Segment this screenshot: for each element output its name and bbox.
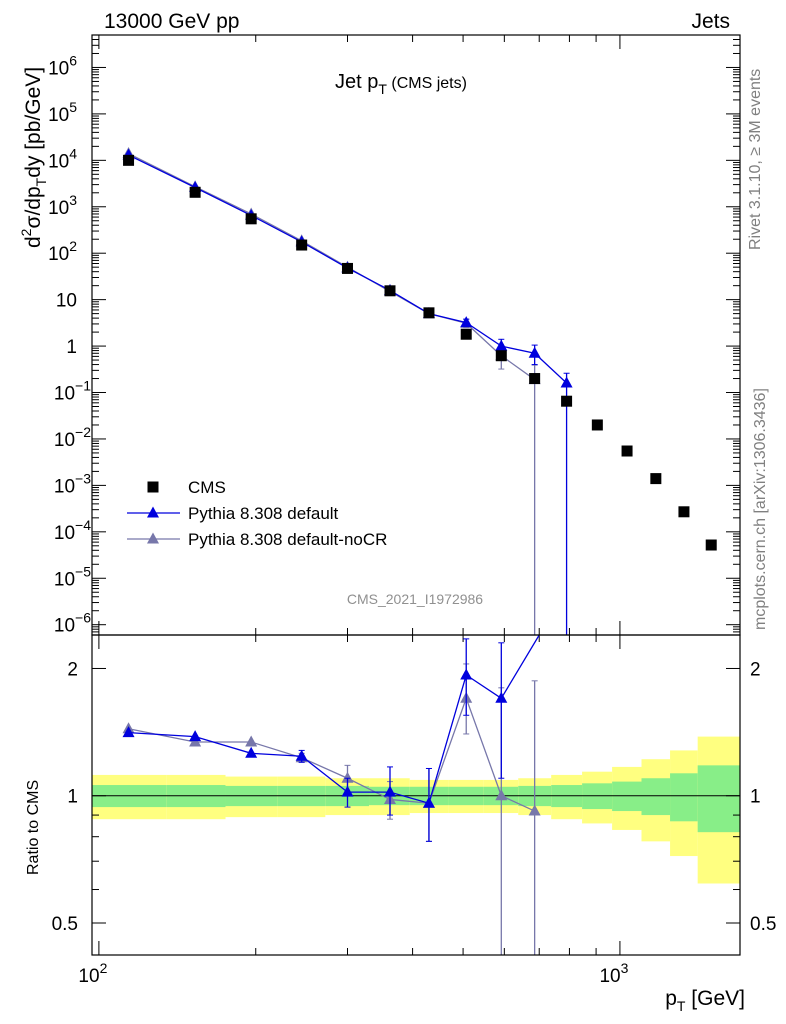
- data-point-triangle: [495, 339, 508, 351]
- y-main-tick-label: 10−4: [54, 517, 91, 544]
- y-ratio-tick-label: 2: [67, 659, 78, 680]
- data-point-square: [245, 213, 257, 225]
- data-point-square: [678, 506, 690, 518]
- main-series: [122, 147, 717, 635]
- data-point-square: [123, 154, 135, 166]
- legend: CMS Pythia 8.308 default Pythia 8.308 defa…: [127, 478, 387, 549]
- plot-title: Jet pT (CMS jets): [335, 71, 467, 97]
- y-main-tick-label: 10−2: [54, 424, 91, 451]
- data-point-square: [296, 239, 308, 251]
- panel-frames: [91, 34, 741, 956]
- rivet-label: Rivet 3.1.10, ≥ 3M events: [747, 69, 764, 250]
- data-point-square: [529, 373, 541, 385]
- y-main-tick-label: 10−5: [54, 563, 91, 590]
- ratio-point-triangle: [245, 735, 258, 747]
- x-axis-label: pT [GeV]: [665, 987, 745, 1014]
- ratio-line: [128, 696, 535, 812]
- ratio-frame: [91, 634, 741, 956]
- ratio-point-triangle: [122, 726, 135, 738]
- data-point-square: [591, 419, 603, 431]
- series-line: [128, 152, 536, 381]
- y-main-tick-label: 104: [48, 145, 77, 172]
- data-point-square: [705, 539, 717, 551]
- ratio-point-triangle: [245, 746, 258, 758]
- y-main-tick-label: 1: [66, 337, 77, 358]
- legend-marker-square: [147, 481, 159, 493]
- ratio-point-triangle: [528, 804, 541, 816]
- data-point-square: [561, 395, 573, 407]
- y-axis-label-ratio: Ratio to CMS: [25, 780, 42, 875]
- data-point-square: [341, 262, 353, 274]
- main-axis-ticks: [92, 34, 740, 636]
- data-point-square: [423, 307, 435, 319]
- header-left: 13000 GeV pp: [104, 10, 239, 33]
- legend-label: CMS: [188, 478, 226, 497]
- y-ratio-tick-label-right: 2: [750, 659, 761, 680]
- x-tick-label: 103: [599, 960, 628, 987]
- y-main-tick-label: 103: [48, 192, 77, 219]
- band-green-bin: [697, 765, 740, 833]
- y-ratio-tick-label: 0.5: [52, 914, 78, 935]
- x-tick-label: 102: [78, 960, 107, 987]
- mcplots-label: mcplots.cern.ch [arXiv:1306.3436]: [752, 388, 769, 630]
- data-point-triangle: [560, 376, 573, 388]
- data-point-square: [495, 350, 507, 362]
- data-point-square: [650, 473, 662, 485]
- y-main-tick-label: 105: [48, 99, 77, 126]
- y-main-tick-label: 10−1: [54, 378, 91, 405]
- y-ratio-tick-label: 1: [67, 787, 78, 808]
- ratio-point-triangle: [495, 789, 508, 801]
- ratio-line: [128, 634, 540, 805]
- y-main-tick-label: 10: [56, 291, 77, 312]
- y-main-tick-label: 10−3: [54, 470, 91, 497]
- data-point-triangle: [460, 316, 473, 328]
- ratio-uncertainty-bands: [92, 736, 740, 884]
- data-point-square: [189, 186, 201, 198]
- data-point-triangle: [528, 346, 541, 358]
- band-green-bin: [670, 773, 698, 822]
- band-green-bin: [641, 778, 671, 816]
- y-ratio-tick-label-right: 1: [750, 787, 761, 808]
- ratio-point-triangle: [422, 796, 435, 808]
- analysis-label: CMS_2021_I1972986: [347, 591, 483, 607]
- ratio-point-triangle: [460, 668, 473, 680]
- header-right: Jets: [691, 10, 730, 33]
- y-main-tick-label: 106: [48, 52, 77, 79]
- y-main-tick-label: 102: [48, 238, 77, 265]
- ratio-point-triangle: [495, 691, 508, 703]
- tick-labels: 10610510410310210110−110−210−310−410−510…: [48, 52, 776, 987]
- data-point-square: [384, 285, 396, 297]
- y-axis-label-main: d2σ/dpTdy [pb/GeV]: [18, 67, 49, 248]
- ratio-point-triangle: [383, 785, 396, 797]
- y-ratio-tick-label-right: 0.5: [750, 914, 776, 935]
- ratio-point-triangle: [189, 730, 202, 742]
- ratio-series: [122, 634, 541, 956]
- legend-marker-triangle: [147, 532, 159, 544]
- y-main-tick-label: 10−6: [54, 610, 91, 637]
- ratio-point-triangle: [341, 785, 354, 797]
- data-point-square: [460, 328, 472, 340]
- legend-label: Pythia 8.308 default-noCR: [188, 530, 387, 549]
- data-point-square: [621, 445, 633, 457]
- ratio-point-triangle: [295, 749, 308, 761]
- legend-marker-triangle: [147, 506, 159, 518]
- band-green-bin: [612, 781, 642, 812]
- ratio-point-triangle: [341, 771, 354, 783]
- legend-label: Pythia 8.308 default: [188, 504, 339, 523]
